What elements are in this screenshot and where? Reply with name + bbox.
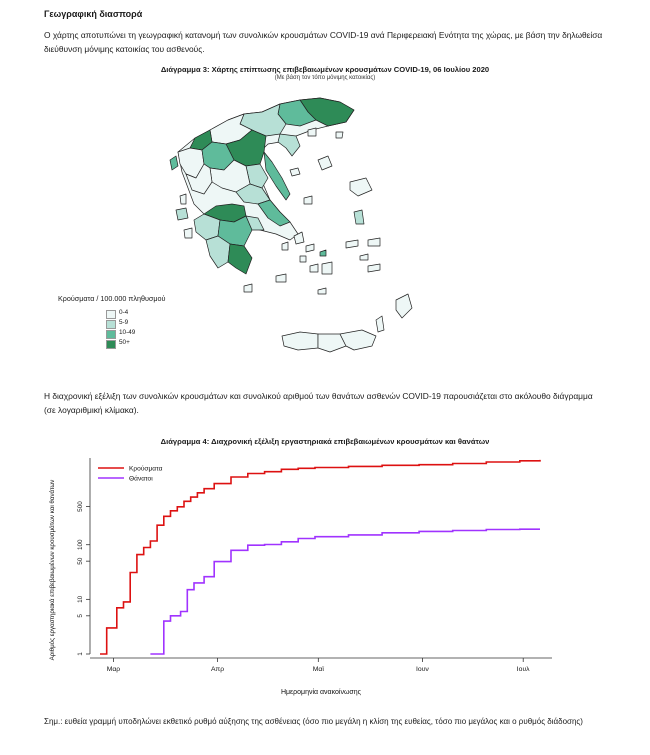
island-sporades [289, 167, 301, 177]
island-samos [367, 237, 381, 247]
island-lemnos [317, 155, 333, 171]
island-syros [299, 255, 307, 263]
island-tinos [305, 243, 315, 253]
map-legend-title: Κρούσματα / 100.000 πληθυσμού [58, 294, 166, 303]
region-argolida [245, 215, 265, 231]
island-chios [353, 209, 365, 225]
island-andros [293, 231, 305, 245]
x-axis-label: Ημερομηνία ανακοίνωσης [281, 688, 362, 696]
legend-label: 10-49 [119, 329, 136, 336]
map-description: Ο χάρτης αποτυπώνει τη γεωγραφική κατανο… [44, 30, 603, 54]
chart-title: Διάγραμμα 4: Διαχρονική εξέλιξη εργαστηρ… [160, 437, 490, 446]
legend-swatch [106, 330, 116, 339]
island-kefalonia [175, 207, 189, 221]
y-tick-label: 10 [77, 595, 84, 603]
chart-footnote: Σημ.: ευθεία γραμμή υποδηλώνει εκθετικό … [44, 717, 583, 726]
island-samothrace [335, 131, 344, 139]
region-crete-west [281, 331, 319, 351]
x-tick-label: Απρ [211, 666, 224, 673]
region-laconia [227, 243, 253, 275]
y-tick-label: 1 [77, 652, 84, 656]
legend-label: 5-9 [119, 319, 129, 326]
legend-swatch [106, 320, 116, 329]
island-mykonos [319, 249, 327, 257]
region-chalkidiki [277, 133, 301, 157]
plot-area [90, 458, 552, 672]
island-lesbos [349, 177, 373, 197]
legend-series-label: Κρούσματα [129, 464, 163, 472]
island-naxos [321, 261, 333, 275]
island-paros [309, 263, 319, 273]
island-rhodes [395, 293, 413, 319]
greece-choropleth-map [169, 97, 413, 353]
y-tick-label: 500 [77, 501, 84, 512]
legend-swatch [106, 340, 116, 349]
island-zakynthos [183, 227, 193, 239]
legend-label: 50+ [119, 339, 130, 346]
x-tick-label: Ιουλ [517, 666, 530, 673]
region-aitoloakarnania [185, 163, 213, 195]
y-tick-label: 100 [77, 539, 84, 550]
island-milos [275, 273, 287, 283]
island-kythira [243, 283, 253, 293]
section-title: Γεωγραφική διασπορά [44, 9, 143, 19]
island-ikaria [345, 239, 359, 249]
legend-label: 0-4 [119, 309, 129, 316]
region-euboea [263, 151, 291, 201]
island-karpathos [375, 315, 385, 333]
x-tick-label: Μαϊ [313, 666, 325, 673]
island-corfu [169, 155, 179, 171]
x-tick-label: Μαρ [107, 666, 121, 673]
legend-swatch [106, 310, 116, 319]
region-attica [257, 199, 291, 227]
region-crete-central [317, 333, 347, 353]
map-subtitle: (Με βάση τον τόπο μόνιμης κατοικίας) [274, 75, 376, 81]
map-title: Διάγραμμα 3: Χάρτης επίπτωσης επιβεβαιωμ… [160, 65, 490, 74]
region-crete-east [339, 329, 377, 351]
chart-description: Η διαχρονική εξέλιξη των συνολικών κρουσ… [44, 391, 593, 415]
island-lefkada [179, 193, 187, 205]
x-tick-label: Ιουν [416, 666, 429, 673]
island-kea [281, 241, 289, 251]
y-tick-label: 50 [77, 557, 84, 565]
y-tick-label: 5 [77, 614, 84, 618]
island-thasos [307, 127, 317, 137]
chart-legend: Κρούσματα Θάνατοι [98, 464, 163, 482]
island-kalymnos [359, 253, 369, 261]
island-santorini [317, 287, 327, 295]
y-axis-label: Αριθμός εργαστηριακά επιβεβαιωμένων κρου… [49, 480, 56, 661]
island-kos [367, 263, 381, 273]
island-skyros [303, 195, 313, 205]
legend-series-label: Θάνατοι [129, 474, 153, 482]
cases-deaths-log-chart: 1 5 10 50 100 500 Μαρ Απρ Μαϊ Ιουν Ιουλ Κρούσματα Θ… [49, 458, 552, 696]
series-line-deaths [150, 528, 540, 655]
series-line-cases [100, 459, 541, 655]
